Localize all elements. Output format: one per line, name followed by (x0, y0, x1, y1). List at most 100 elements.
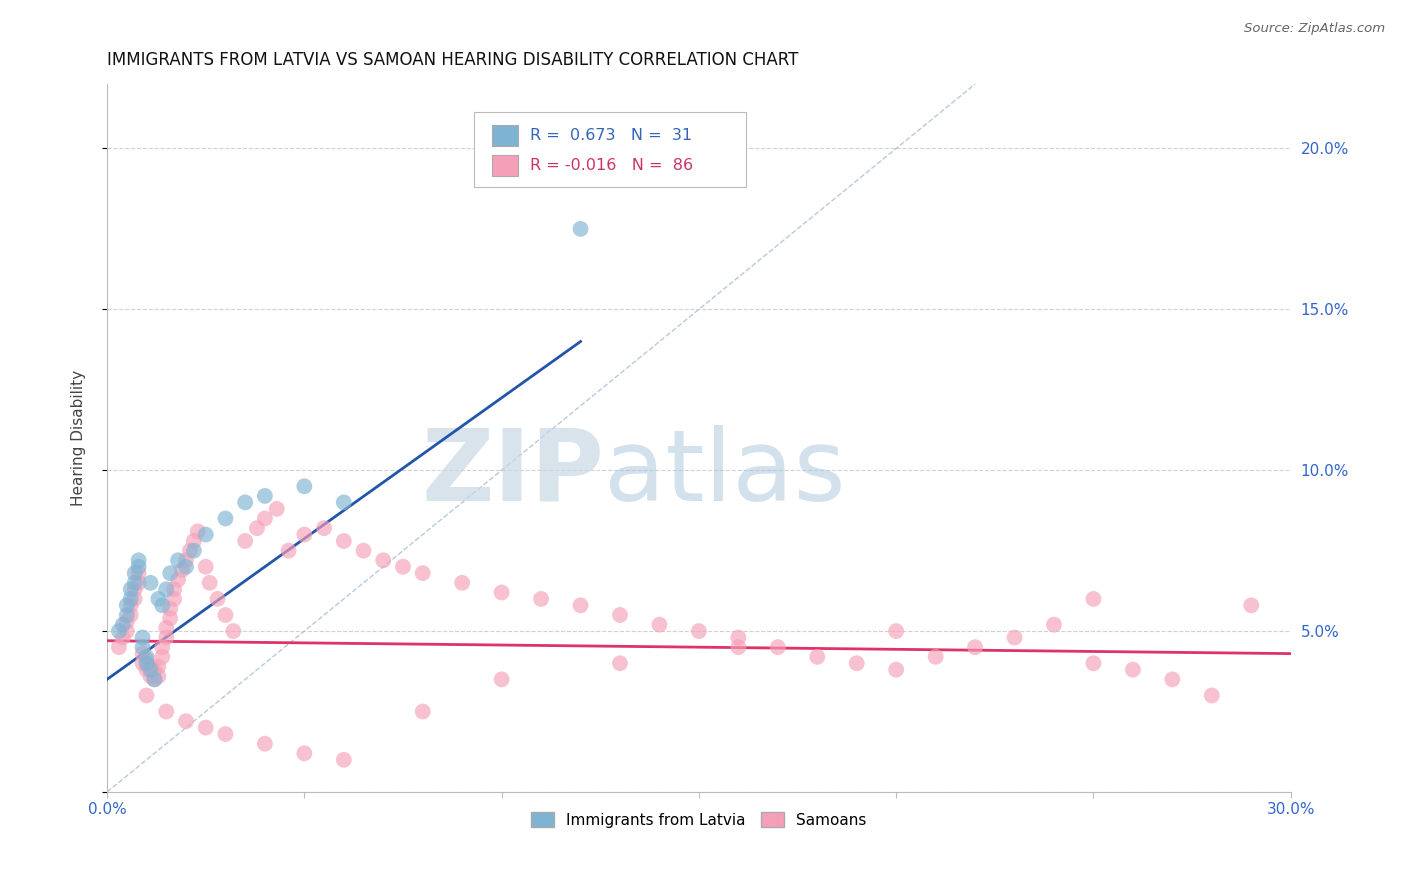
Point (233, 495, 256, 509)
Point (128, 553, 150, 567)
Point (150, 640, 173, 655)
Point (1122, 663, 1144, 677)
Point (120, 599, 142, 613)
Point (120, 591, 142, 606)
Legend: Immigrants from Latvia, Samoans: Immigrants from Latvia, Samoans (524, 805, 873, 834)
Point (159, 566, 181, 581)
Point (1083, 657, 1105, 671)
Point (924, 649, 946, 664)
Point (1201, 689, 1223, 703)
Point (246, 521, 269, 535)
Point (884, 663, 907, 677)
Point (1083, 591, 1105, 606)
Point (688, 624, 710, 638)
Point (207, 591, 229, 606)
Text: R = -0.016   N =  86: R = -0.016 N = 86 (530, 158, 693, 173)
Point (194, 559, 217, 574)
Point (333, 534, 356, 549)
Y-axis label: Hearing Disability: Hearing Disability (72, 370, 86, 506)
Point (884, 624, 907, 638)
Point (139, 575, 162, 590)
Point (1043, 617, 1066, 632)
Point (163, 582, 186, 597)
Text: IMMIGRANTS FROM LATVIA VS SAMOAN HEARING DISABILITY CORRELATION CHART: IMMIGRANTS FROM LATVIA VS SAMOAN HEARING… (107, 51, 799, 69)
Point (135, 663, 157, 677)
Point (491, 673, 513, 687)
Point (648, 617, 671, 632)
Point (131, 631, 153, 645)
Point (198, 575, 221, 590)
Point (115, 615, 138, 629)
Point (128, 575, 150, 590)
Point (194, 527, 217, 541)
Point (124, 582, 146, 597)
Point (111, 617, 134, 632)
Point (530, 591, 553, 606)
Point (373, 553, 395, 567)
Point (111, 631, 134, 645)
Point (159, 601, 181, 615)
Point (727, 640, 749, 655)
Point (194, 721, 217, 735)
Point (155, 582, 177, 597)
Point (163, 591, 186, 606)
Point (569, 599, 592, 613)
Point (806, 649, 828, 664)
Point (183, 534, 205, 549)
Point (143, 663, 166, 677)
Point (214, 607, 236, 622)
Point (139, 663, 162, 677)
Point (174, 714, 197, 728)
Point (214, 727, 236, 741)
Point (214, 511, 236, 525)
Point (1240, 599, 1263, 613)
Point (412, 566, 434, 581)
Point (115, 607, 138, 622)
Point (491, 585, 513, 599)
Point (155, 631, 177, 645)
Point (115, 599, 138, 613)
Point (143, 673, 166, 687)
FancyBboxPatch shape (474, 112, 747, 186)
Point (131, 647, 153, 661)
Point (845, 657, 868, 671)
Point (233, 534, 256, 549)
Text: ZIP: ZIP (422, 425, 605, 522)
Point (128, 566, 150, 581)
Point (139, 669, 162, 683)
Point (965, 640, 987, 655)
Point (143, 673, 166, 687)
Point (148, 591, 170, 606)
Point (135, 649, 157, 664)
Point (412, 705, 434, 719)
Point (292, 479, 315, 493)
Point (124, 591, 146, 606)
Point (333, 753, 356, 767)
Point (609, 607, 631, 622)
Point (766, 640, 789, 655)
Point (292, 527, 315, 541)
Point (451, 575, 474, 590)
Point (253, 489, 276, 503)
Text: R =  0.673   N =  31: R = 0.673 N = 31 (530, 128, 692, 144)
Point (150, 599, 173, 613)
Point (174, 553, 197, 567)
Point (139, 659, 162, 673)
Point (135, 653, 157, 667)
Point (108, 640, 131, 655)
Point (1161, 673, 1184, 687)
Point (170, 563, 193, 577)
Point (120, 607, 142, 622)
Point (115, 624, 138, 638)
Point (120, 582, 142, 597)
Point (1004, 631, 1026, 645)
Point (253, 737, 276, 751)
Point (292, 747, 315, 761)
Point (277, 543, 299, 558)
Point (187, 524, 209, 539)
Point (148, 669, 170, 683)
Point (167, 553, 190, 567)
Point (155, 621, 177, 635)
Text: Source: ZipAtlas.com: Source: ZipAtlas.com (1244, 22, 1385, 36)
Point (609, 657, 631, 671)
